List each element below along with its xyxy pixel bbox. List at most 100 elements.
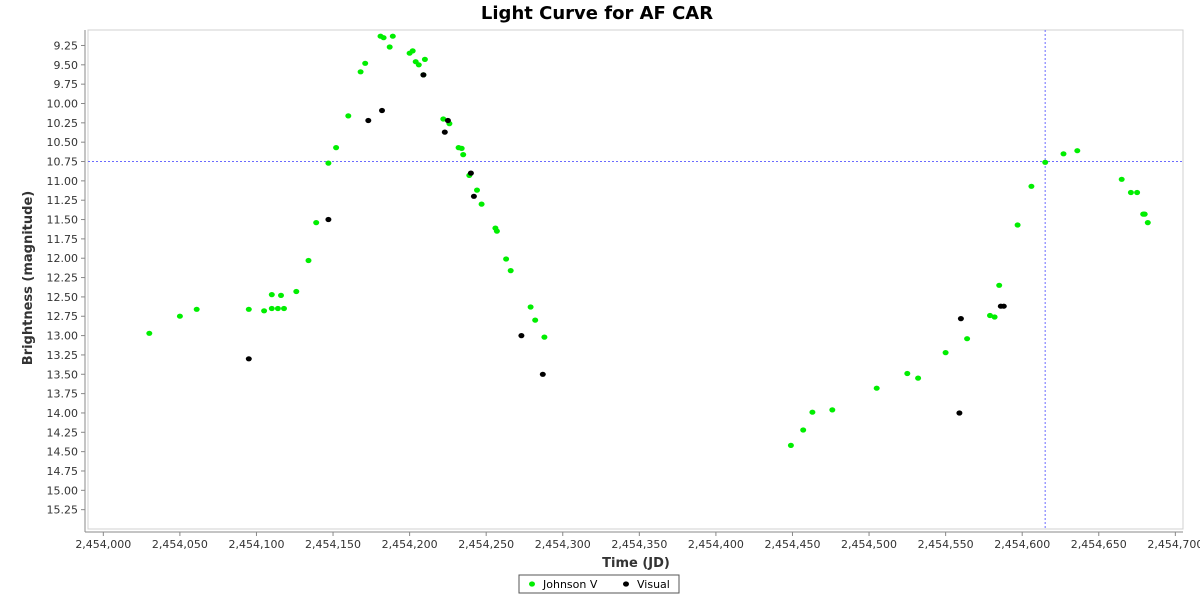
johnson-v-point bbox=[274, 305, 281, 312]
johnson-v-point bbox=[1014, 222, 1021, 228]
x-tick-label: 2,454,550 bbox=[918, 538, 974, 551]
johnson-v-point bbox=[800, 427, 807, 433]
johnson-v-point bbox=[987, 312, 993, 319]
johnson-v-point bbox=[493, 228, 500, 234]
y-tick-label: 11.75 bbox=[47, 233, 79, 246]
y-tick-label: 13.25 bbox=[47, 349, 79, 362]
johnson-v-point bbox=[996, 282, 1003, 288]
johnson-v-point bbox=[1060, 151, 1067, 157]
x-tick-label: 2,454,000 bbox=[75, 538, 131, 551]
legend-marker bbox=[529, 581, 535, 587]
visual-point bbox=[420, 72, 427, 78]
johnson-v-point bbox=[991, 314, 998, 320]
x-axis-label: Time (JD) bbox=[602, 556, 670, 571]
johnson-v-point bbox=[440, 116, 447, 122]
y-tick-label: 9.25 bbox=[54, 39, 79, 52]
visual-point bbox=[470, 193, 477, 199]
johnson-v-point bbox=[1118, 176, 1125, 182]
johnson-v-point bbox=[915, 375, 922, 381]
johnson-v-point bbox=[541, 334, 548, 340]
y-tick-label: 9.75 bbox=[54, 78, 79, 91]
x-tick-label: 2,454,450 bbox=[764, 538, 820, 551]
johnson-v-point bbox=[532, 317, 539, 323]
visual-point bbox=[245, 356, 252, 362]
y-tick-label: 12.75 bbox=[47, 310, 79, 323]
johnson-v-point bbox=[146, 330, 153, 336]
johnson-v-point bbox=[1042, 159, 1049, 165]
visual-point bbox=[444, 117, 451, 124]
visual-point bbox=[441, 129, 448, 135]
visual-point bbox=[1000, 303, 1007, 309]
johnson-v-point bbox=[787, 442, 794, 448]
johnson-v-point bbox=[964, 336, 971, 342]
johnson-v-point bbox=[268, 292, 275, 298]
y-tick-label: 9.50 bbox=[54, 59, 79, 72]
johnson-v-point bbox=[333, 145, 340, 151]
johnson-v-point bbox=[193, 306, 200, 312]
johnson-v-point bbox=[904, 370, 911, 377]
johnson-v-point bbox=[415, 62, 422, 68]
y-tick-label: 10.75 bbox=[47, 156, 79, 169]
visual-point bbox=[956, 410, 963, 416]
johnson-v-point bbox=[305, 257, 312, 264]
johnson-v-point bbox=[281, 305, 287, 312]
johnson-v-point bbox=[325, 160, 332, 166]
visual-point bbox=[539, 371, 546, 377]
y-tick-label: 10.00 bbox=[47, 97, 79, 110]
y-tick-label: 12.50 bbox=[47, 291, 79, 304]
visual-point bbox=[957, 316, 964, 322]
y-tick-label: 14.50 bbox=[47, 446, 79, 459]
y-tick-label: 14.00 bbox=[47, 407, 79, 420]
x-tick-label: 2,454,200 bbox=[382, 538, 438, 551]
series-johnson-v bbox=[146, 33, 1151, 448]
chart-title: Light Curve for AF CAR bbox=[481, 3, 713, 24]
johnson-v-point bbox=[507, 268, 514, 274]
visual-point bbox=[467, 170, 474, 176]
x-tick-label: 2,454,150 bbox=[305, 538, 361, 551]
johnson-v-point bbox=[1134, 189, 1141, 196]
johnson-v-point bbox=[809, 409, 816, 415]
johnson-v-point bbox=[313, 220, 320, 226]
johnson-v-point bbox=[293, 288, 300, 295]
x-tick-label: 2,454,250 bbox=[458, 538, 514, 551]
x-tick-label: 2,454,500 bbox=[841, 538, 897, 551]
johnson-v-point bbox=[362, 60, 369, 66]
johnson-v-point bbox=[458, 145, 465, 151]
x-tick-label: 2,454,700 bbox=[1147, 538, 1200, 551]
legend-box bbox=[518, 574, 680, 594]
y-tick-label: 11.00 bbox=[47, 175, 79, 188]
x-tick-label: 2,454,350 bbox=[611, 538, 667, 551]
visual-point bbox=[379, 107, 385, 114]
x-tick-label: 2,454,100 bbox=[228, 538, 284, 551]
johnson-v-point bbox=[829, 407, 836, 413]
x-tick-label: 2,454,300 bbox=[535, 538, 591, 551]
legend-marker bbox=[623, 581, 629, 587]
johnson-v-point bbox=[527, 304, 534, 310]
y-tick-label: 12.25 bbox=[47, 272, 79, 285]
johnson-v-point bbox=[460, 152, 467, 158]
johnson-v-point bbox=[1028, 183, 1035, 189]
johnson-v-point bbox=[1144, 220, 1151, 226]
johnson-v-point bbox=[345, 113, 352, 119]
johnson-v-point bbox=[1074, 148, 1081, 154]
johnson-v-point bbox=[942, 350, 949, 356]
y-tick-label: 14.25 bbox=[47, 426, 79, 439]
johnson-v-point bbox=[278, 292, 284, 298]
johnson-v-point bbox=[409, 48, 416, 54]
y-tick-label: 11.25 bbox=[47, 194, 79, 207]
johnson-v-point bbox=[474, 187, 480, 193]
y-tick-label: 11.50 bbox=[47, 214, 79, 227]
johnson-v-point bbox=[261, 308, 268, 314]
x-tick-label: 2,454,600 bbox=[994, 538, 1050, 551]
visual-point bbox=[518, 333, 525, 339]
y-tick-label: 15.25 bbox=[47, 504, 79, 517]
johnson-v-point bbox=[1127, 189, 1134, 196]
y-tick-label: 10.50 bbox=[47, 136, 79, 149]
visual-point bbox=[325, 216, 332, 223]
johnson-v-point bbox=[1141, 211, 1148, 217]
x-tick-label: 2,454,650 bbox=[1071, 538, 1127, 551]
series-visual bbox=[245, 72, 1007, 416]
legend-label: Visual bbox=[637, 578, 670, 591]
